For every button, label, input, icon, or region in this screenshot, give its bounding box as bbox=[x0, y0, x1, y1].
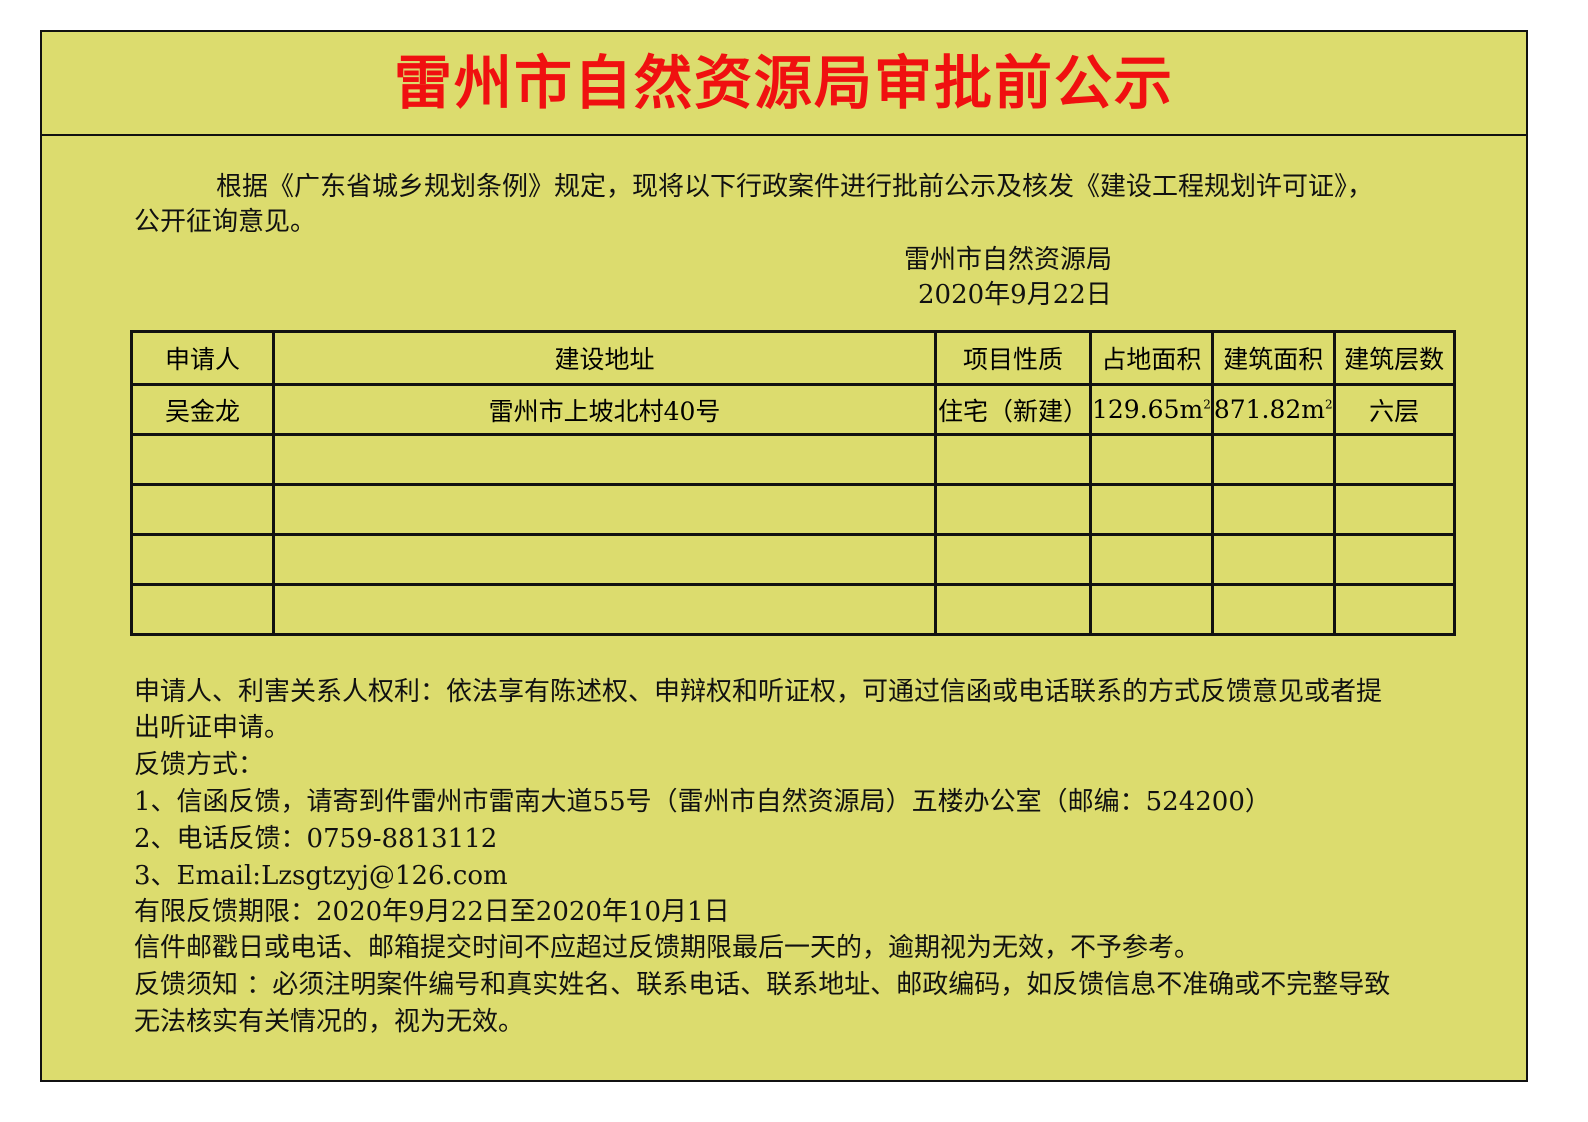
case-table: 申请人 建设地址 项目性质 占地面积 建筑面积 建筑层数 吴金龙 雷州市上坡北村… bbox=[130, 330, 1456, 636]
unit-sup: 2 bbox=[1325, 397, 1333, 412]
table-row-empty bbox=[130, 583, 1456, 636]
header-floors: 建筑层数 bbox=[1332, 330, 1456, 386]
header-address: 建设地址 bbox=[272, 330, 937, 386]
intro-line1: 根据《广东省城乡规划条例》规定，现将以下行政案件进行批前公示及核发《建设工程规划… bbox=[216, 172, 1374, 202]
cell-nature: 住宅（新建） bbox=[934, 383, 1092, 436]
rights-line1: 申请人、利害关系人权利：依法享有陈述权、申辩权和听证权，可通过信函或电话联系的方… bbox=[134, 677, 1383, 707]
page-title: 雷州市自然资源局审批前公示 bbox=[42, 32, 1526, 136]
cell-address: 雷州市上坡北村40号 bbox=[272, 383, 937, 436]
cell-land-area: 129.65m2 bbox=[1089, 383, 1214, 436]
intro-line2: 公开征询意见。 bbox=[134, 207, 317, 237]
feedback-period: 有限反馈期限：2020年9月22日至2020年10月1日 bbox=[134, 897, 730, 927]
table-row-empty bbox=[130, 433, 1456, 486]
requirements-line1: 反馈须知 ：必须注明案件编号和真实姓名、联系电话、联系地址、邮政编码，如反馈信息… bbox=[134, 970, 1391, 1000]
header-floor-area: 建筑面积 bbox=[1210, 330, 1336, 386]
notice-board: 雷州市自然资源局审批前公示 根据《广东省城乡规划条例》规定，现将以下行政案件进行… bbox=[40, 30, 1528, 1082]
unit-sup: 2 bbox=[1203, 397, 1211, 412]
table-row-empty bbox=[130, 483, 1456, 536]
table-header: 申请人 建设地址 项目性质 占地面积 建筑面积 建筑层数 bbox=[130, 330, 1456, 386]
header-land-area: 占地面积 bbox=[1089, 330, 1214, 386]
land-area-value: 129.65m bbox=[1092, 395, 1204, 424]
signature-org: 雷州市自然资源局 bbox=[904, 245, 1113, 275]
cell-floors: 六层 bbox=[1332, 383, 1456, 436]
table-row-empty bbox=[130, 533, 1456, 586]
requirements-line2: 无法核实有关情况的，视为无效。 bbox=[134, 1007, 525, 1037]
header-applicant: 申请人 bbox=[130, 330, 275, 386]
header-nature: 项目性质 bbox=[934, 330, 1092, 386]
method-letter: 1、信函反馈，请寄到件雷州市雷南大道55号（雷州市自然资源局）五楼办公室（邮编：… bbox=[134, 787, 1271, 817]
cell-floor-area: 871.82m2 bbox=[1210, 383, 1336, 436]
method-phone: 2、电话反馈：0759-8813112 bbox=[134, 824, 498, 854]
signature-date: 2020年9月22日 bbox=[918, 280, 1112, 310]
rights-line2: 出听证申请。 bbox=[134, 713, 291, 743]
methods-heading: 反馈方式： bbox=[134, 750, 265, 780]
floor-area-value: 871.82m bbox=[1213, 395, 1326, 424]
late-notice: 信件邮戳日或电话、邮箱提交时间不应超过反馈期限最后一天的，逾期视为无效，不予参考… bbox=[134, 933, 1201, 963]
method-email: 3、Email:Lzsgtzyj@126.com bbox=[134, 861, 508, 891]
table-row: 吴金龙 雷州市上坡北村40号 住宅（新建） 129.65m2 871.82m2 … bbox=[130, 383, 1456, 436]
cell-applicant: 吴金龙 bbox=[130, 383, 275, 436]
